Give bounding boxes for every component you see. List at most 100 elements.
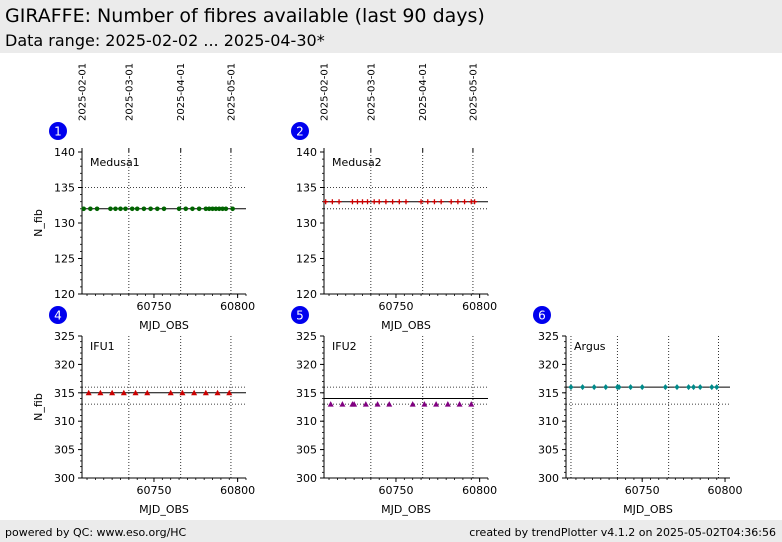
data-point <box>431 199 437 205</box>
data-point <box>323 199 329 205</box>
data-point <box>456 401 463 407</box>
data-point <box>183 206 189 212</box>
panel-label: Medusa1 <box>90 156 140 169</box>
y-tick-label: 305 <box>296 444 317 457</box>
y-tick-label: 325 <box>54 330 75 343</box>
date-tick-label: 2025-04-01 <box>418 63 429 121</box>
panel-number: 2 <box>296 125 304 139</box>
footer-powered-by: powered by QC: www.eso.org/HC <box>5 526 187 539</box>
data-point <box>686 384 692 391</box>
data-point <box>418 199 424 205</box>
data-point <box>691 384 697 391</box>
x-axis-label: MJD_OBS <box>623 503 673 516</box>
y-tick-label: 320 <box>296 358 317 371</box>
y-tick-label: 300 <box>54 472 75 485</box>
data-point <box>148 206 153 212</box>
data-point <box>365 199 371 205</box>
data-point <box>628 384 634 391</box>
data-point <box>438 199 444 205</box>
data-point <box>216 206 222 212</box>
panel-number-badge <box>49 122 67 140</box>
data-point <box>81 206 86 212</box>
panel-number: 4 <box>54 309 62 323</box>
date-tick-label: 2025-02-01 <box>78 63 89 121</box>
panel-number-badge <box>291 306 309 324</box>
data-point <box>161 206 167 212</box>
y-tick-label: 310 <box>538 415 559 428</box>
data-point <box>179 389 186 396</box>
data-point <box>120 389 127 396</box>
data-point <box>468 401 475 407</box>
footer-created-by: created by trendPlotter v4.1.2 on 2025-0… <box>469 526 776 539</box>
data-point <box>176 206 182 212</box>
y-tick-label: 325 <box>296 330 317 343</box>
x-tick-label: 60800 <box>220 484 255 497</box>
data-point <box>580 384 586 391</box>
data-point <box>113 206 118 212</box>
y-tick-label: 310 <box>296 415 317 428</box>
panel-label: IFU2 <box>332 340 357 353</box>
data-point <box>396 199 402 205</box>
y-tick-label: 315 <box>54 387 75 400</box>
data-point <box>118 206 123 212</box>
date-tick-label: 2025-04-01 <box>176 63 187 121</box>
date-tick-label: 2025-03-01 <box>124 63 135 121</box>
y-tick-label: 305 <box>54 444 75 457</box>
y-tick-label: 135 <box>54 182 75 195</box>
x-axis-label: MJD_OBS <box>381 319 431 332</box>
data-point <box>714 384 720 391</box>
data-point <box>351 401 358 407</box>
data-point <box>591 384 597 391</box>
data-point <box>141 206 147 212</box>
y-tick-label: 135 <box>296 182 317 195</box>
y-tick-label: 320 <box>54 358 75 371</box>
data-point <box>97 389 104 396</box>
data-point <box>132 389 139 396</box>
data-point <box>403 199 409 205</box>
data-point <box>616 384 622 391</box>
data-point <box>409 401 416 407</box>
data-point <box>354 199 360 205</box>
x-axis-label: MJD_OBS <box>139 319 189 332</box>
data-point <box>362 401 369 407</box>
data-point <box>94 206 100 212</box>
x-tick-label: 60800 <box>220 300 255 313</box>
data-point <box>202 389 209 396</box>
data-point <box>662 384 668 391</box>
panel-number-badge <box>291 122 309 140</box>
data-point <box>472 199 478 205</box>
x-axis-label: MJD_OBS <box>139 503 189 516</box>
y-tick-label: 120 <box>54 288 75 301</box>
data-point <box>220 206 225 212</box>
y-tick-label: 310 <box>54 415 75 428</box>
data-point <box>455 199 461 205</box>
data-point <box>191 389 198 396</box>
date-tick-label: 2025-02-01 <box>320 63 331 121</box>
panel-label: IFU1 <box>90 340 115 353</box>
data-point <box>155 206 160 212</box>
x-tick-label: 60750 <box>378 484 413 497</box>
panel-number: 5 <box>296 309 304 323</box>
x-tick-label: 60750 <box>378 300 413 313</box>
panel-label: Medusa2 <box>332 156 382 169</box>
data-point <box>167 389 174 396</box>
x-tick-label: 60800 <box>462 484 497 497</box>
data-point <box>359 199 365 205</box>
data-point <box>230 206 235 212</box>
panel-number: 1 <box>54 125 62 139</box>
x-tick-label: 60750 <box>136 484 171 497</box>
data-point <box>386 401 393 407</box>
y-tick-label: 315 <box>538 387 559 400</box>
data-point <box>88 206 93 212</box>
data-point <box>349 199 355 205</box>
data-point <box>203 206 209 212</box>
data-point <box>144 389 151 396</box>
date-tick-label: 2025-05-01 <box>226 63 237 121</box>
data-point <box>709 384 715 391</box>
data-point <box>603 384 609 391</box>
data-point <box>383 199 389 205</box>
page-title: GIRAFFE: Number of fibres available (las… <box>5 5 485 27</box>
data-point <box>371 199 377 205</box>
data-point <box>213 206 219 212</box>
